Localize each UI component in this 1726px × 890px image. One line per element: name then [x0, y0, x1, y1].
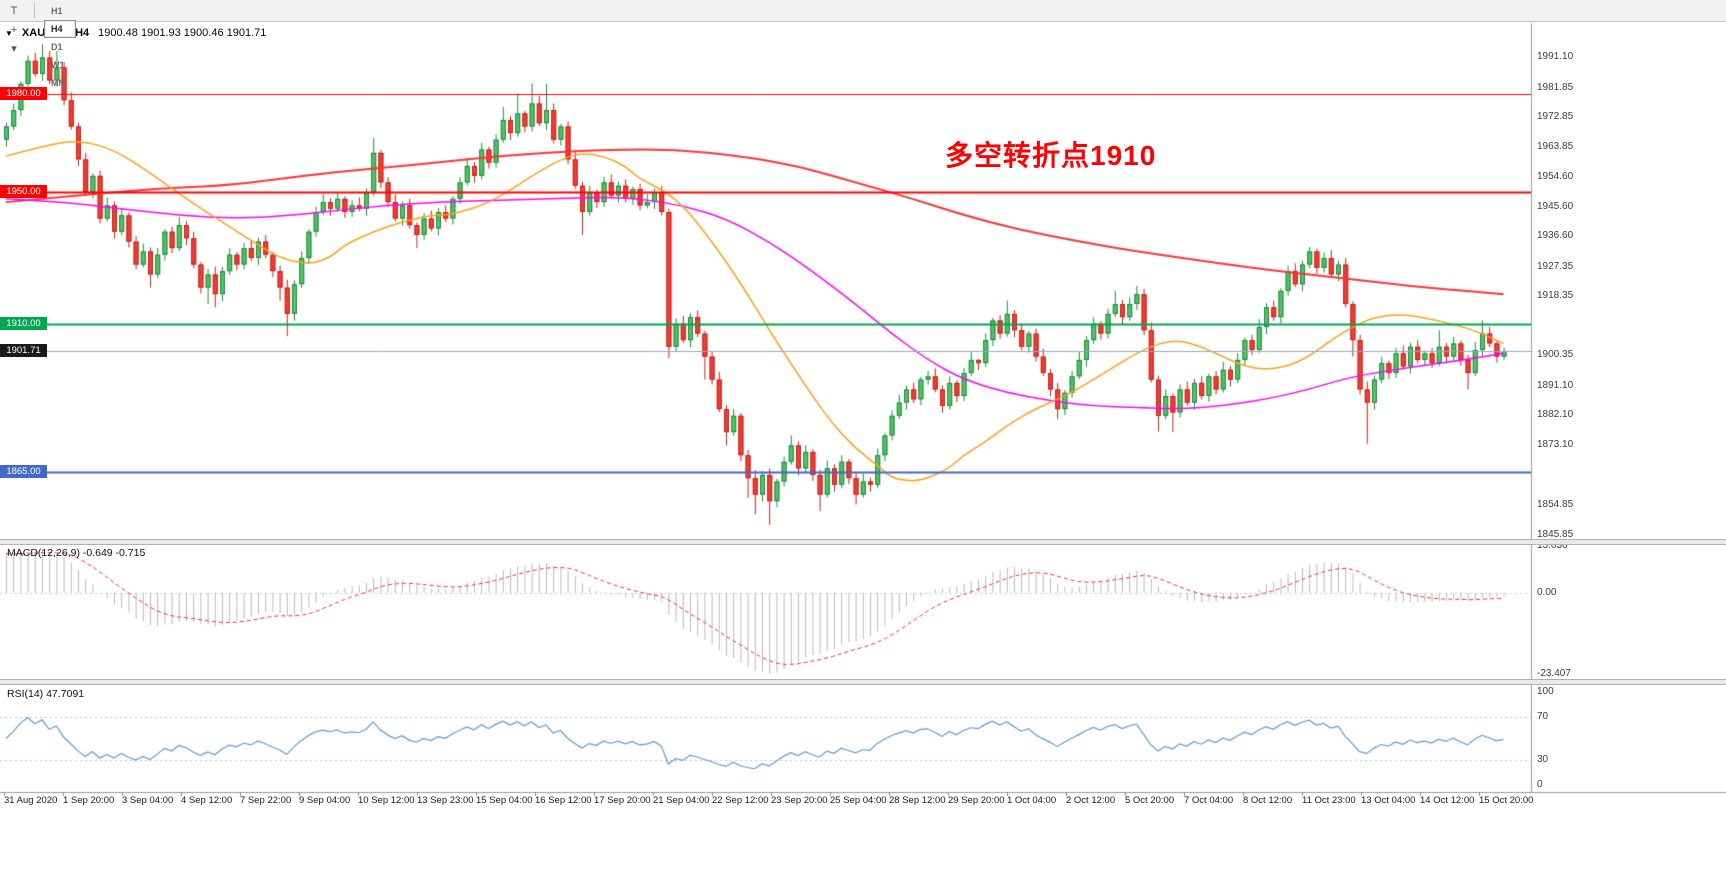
chart-menu-icon[interactable]: ▼: [5, 28, 13, 38]
timeframe-button-h4[interactable]: H4: [44, 19, 76, 38]
chart-annotation: 多空转折点1910: [945, 140, 1157, 171]
crosshair-tool-button[interactable]: +: [10, 23, 18, 36]
toolbar: ≡AT+▾ M1M5M15M30H1H4D1W1MN: [0, 0, 1726, 88]
toolbar-separator: [34, 3, 35, 18]
rsi-label: RSI(14) 47.7091: [7, 688, 85, 700]
pane-splitter-macd[interactable]: [0, 539, 1726, 545]
pane-splitter-rsi[interactable]: [0, 679, 1726, 685]
timeframe-button-w1[interactable]: W1: [51, 59, 65, 70]
text-label-t-button[interactable]: T: [10, 4, 18, 17]
toolbar-tools: ≡AT+▾: [3, 0, 25, 58]
timeframe-button-mn[interactable]: MN: [51, 77, 65, 88]
ohlc-values: 1900.48 1901.93 1900.46 1901.71: [98, 27, 267, 39]
tool-dropdown-caret[interactable]: ▾: [11, 43, 17, 55]
timeframe-button-h1[interactable]: H1: [51, 5, 63, 16]
macd-label: MACD(12,26,9) -0.649 -0.715: [7, 547, 146, 559]
timeframe-bar: M1M5M15M30H1H4D1W1MN: [44, 0, 76, 92]
timeframe-button-d1[interactable]: D1: [51, 41, 63, 52]
